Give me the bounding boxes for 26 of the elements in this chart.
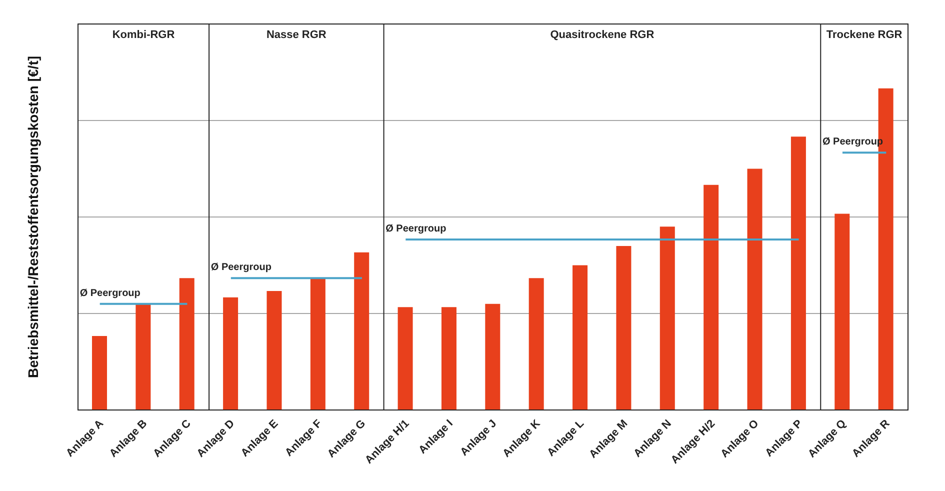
bar [747,168,762,410]
bar [441,307,456,410]
bar [485,304,500,410]
bar [354,252,370,410]
bar [790,136,806,410]
series-label: Ø Peergroup [210,262,272,274]
bar [834,214,850,410]
bar [572,265,588,410]
series-label: Ø Peergroup [80,288,140,299]
text: Trockene RGR [826,29,902,41]
bar [704,184,719,410]
bar [179,278,194,410]
bar [616,246,632,410]
series-label: Ø Peergroup [386,224,446,235]
bar [310,278,326,410]
text: Kombi-RGR [112,29,175,41]
bar [398,307,413,410]
bar [660,226,675,410]
bar [223,297,238,410]
text: Quasitrockene RGR [550,29,654,41]
text: Nasse RGR [266,29,326,41]
bar [528,278,544,410]
bar [92,336,107,410]
bar [136,304,151,410]
bar [266,290,282,410]
y-axis-title: Betriebsmittel-/Reststoffentsorgungskosten [€/t] [24,56,41,378]
